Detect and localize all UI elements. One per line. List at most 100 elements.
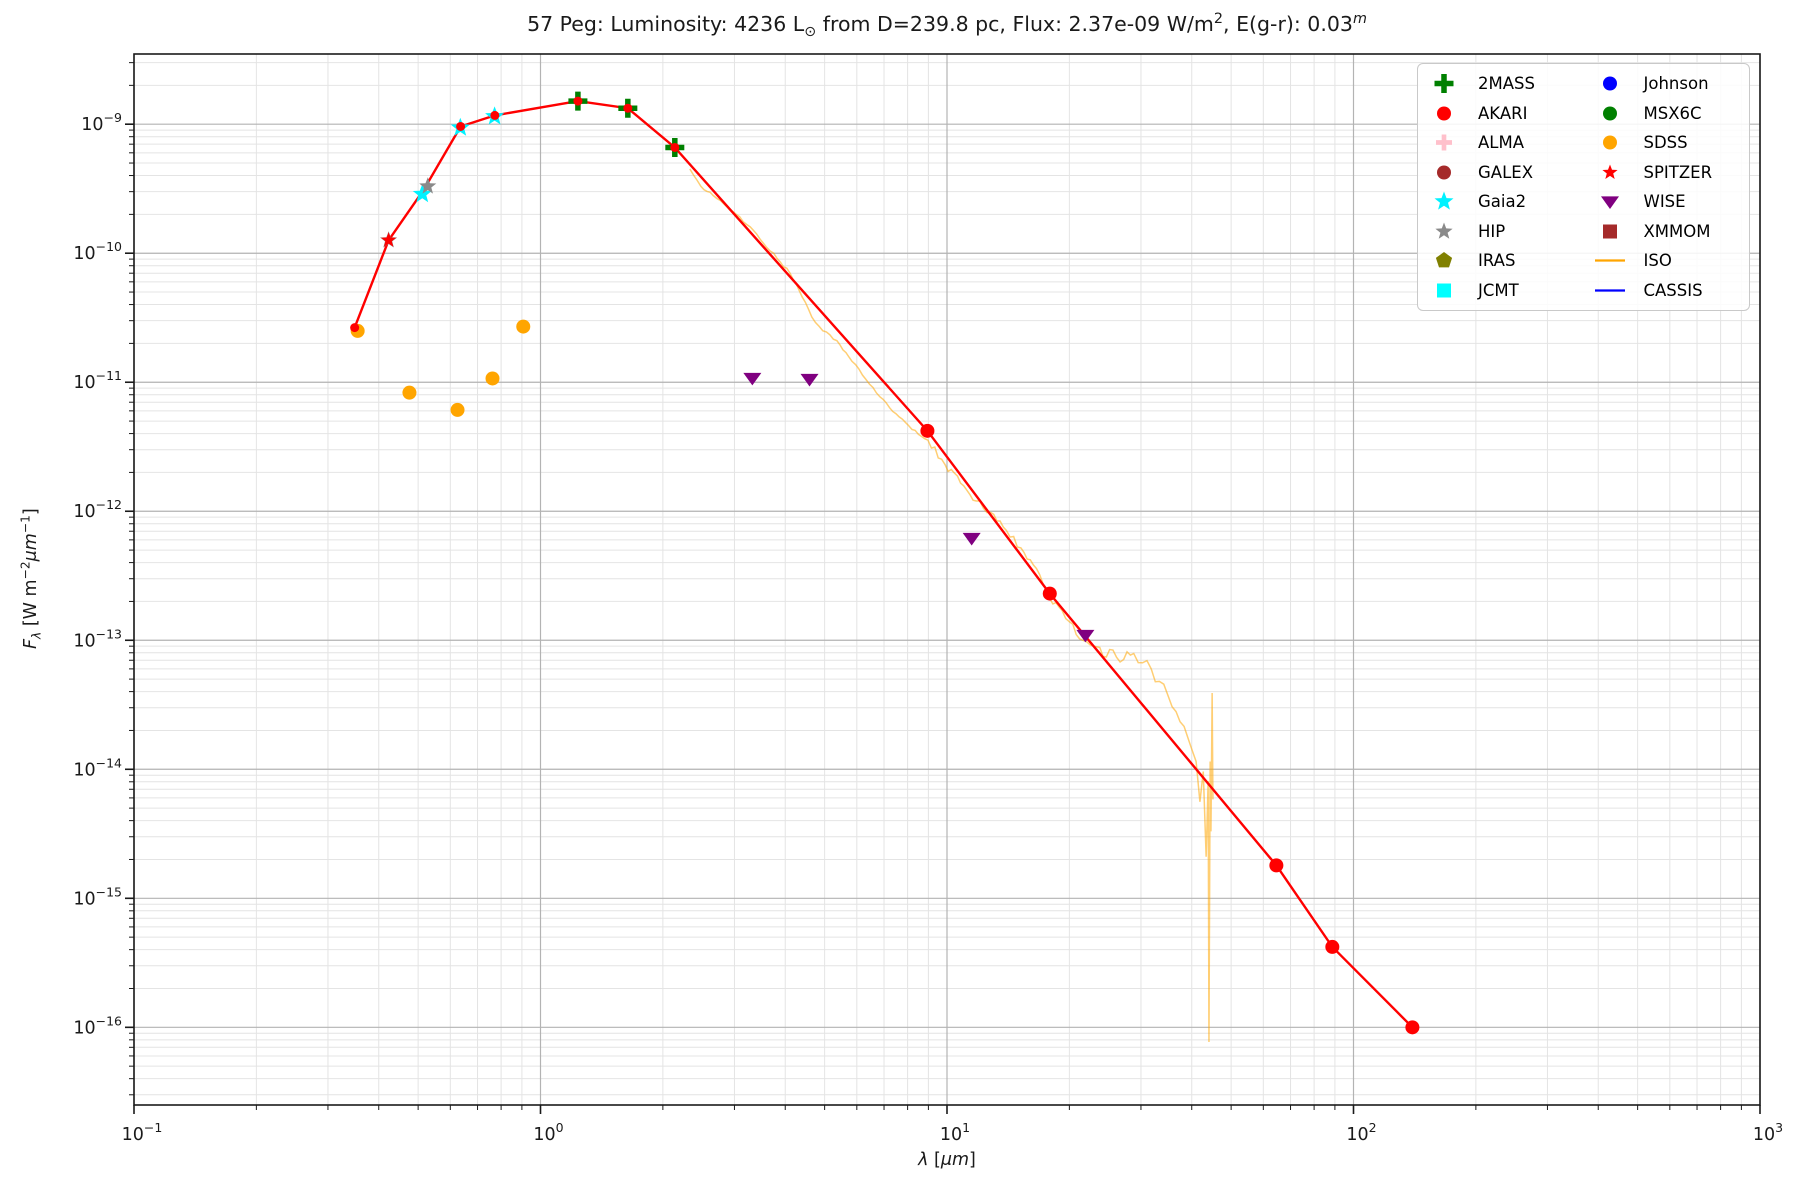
legend-label: Johnson [1643, 74, 1709, 94]
axes [125, 53, 1761, 1114]
legend-glyph-sdss [1602, 135, 1617, 150]
marker-gaia2-0 [412, 184, 432, 203]
legend-marker-galex [1437, 165, 1451, 180]
legend-label: XMMOM [1643, 221, 1711, 241]
y-tick-label: 10−14 [73, 755, 122, 780]
legend-item-iso: ISO [1584, 246, 1750, 276]
marker-model-1 [456, 121, 466, 131]
text-segment: [W m [21, 579, 42, 632]
legend-label: GALEX [1478, 162, 1533, 182]
legend-marker-spitzer [1601, 164, 1618, 179]
marker-model-3 [573, 96, 583, 106]
legend-glyph-2mass [1434, 74, 1454, 94]
legend-item-akari: AKARI [1418, 99, 1584, 129]
legend-label: CASSIS [1643, 280, 1703, 300]
marker-sdss-4 [516, 319, 531, 334]
legend-glyph-iras [1435, 252, 1453, 268]
marker-akari-2 [1269, 858, 1284, 873]
marker-model-4 [623, 103, 633, 113]
legend-label: IRAS [1478, 251, 1516, 271]
legend-marker-jcmt [1437, 283, 1451, 298]
text-segment: F [21, 638, 42, 650]
legend-label: SPITZER [1643, 162, 1713, 182]
marker-akari-4 [1405, 1020, 1420, 1035]
legend-label: ISO [1643, 251, 1672, 271]
marker-wise-3 [1076, 629, 1095, 643]
legend-item-sdss: SDSS [1584, 128, 1750, 158]
legend-item-xmmom: XMMOM [1584, 217, 1750, 247]
legend-label: MSX6C [1643, 103, 1702, 123]
legend-glyph-akari [1437, 106, 1451, 121]
x-tick-label: 10−1 [122, 1120, 163, 1145]
marker-sdss-1 [402, 385, 417, 400]
marker-akari-3 [1325, 939, 1340, 954]
legend-marker-iras [1435, 252, 1453, 268]
legend-glyph-msx6c [1602, 106, 1617, 121]
legend-item-cassis: CASSIS [1584, 276, 1750, 306]
legend-marker-2mass [1434, 74, 1454, 94]
legend-glyph-gaia2 [1434, 191, 1454, 210]
y-tick-label: 10−12 [73, 497, 122, 522]
legend-glyph-wise [1600, 196, 1619, 210]
text-segment: −2 [18, 561, 33, 580]
text-segment: , E(g-r): 0.03 [1223, 11, 1353, 36]
legend-marker-johnson [1602, 76, 1617, 91]
text-segment: 57 Peg: Luminosity: 4236 L [527, 11, 805, 36]
legend-glyph-johnson [1602, 76, 1617, 91]
legend-marker-cassis [1594, 289, 1625, 292]
legend-item-johnson: Johnson [1584, 69, 1750, 99]
legend-glyph-jcmt [1437, 283, 1451, 298]
marker-spitzer-0 [381, 232, 397, 247]
y-tick-label: 10−9 [81, 110, 122, 135]
legend-marker-alma [1436, 134, 1452, 151]
data-series [350, 91, 1420, 1042]
text-segment: λ [918, 1150, 929, 1170]
legend-item-2mass: 2MASS [1418, 69, 1584, 99]
legend: 2MASS AKARI ALMA GALEX Gaia2 HIP IRAS JCMT Johns… [1417, 63, 1750, 311]
x-tick-label: 102 [1346, 1120, 1376, 1145]
x-axis-label: λ [μm] [134, 1150, 1760, 1170]
legend-label: 2MASS [1478, 74, 1535, 94]
text-segment: ] [21, 508, 42, 516]
text-segment: m [1352, 11, 1367, 27]
text-segment: from D=239.8 pc, Flux: 2.37e-09 W/m [816, 11, 1214, 36]
marker-model-2 [490, 110, 500, 120]
legend-marker-hip [1435, 222, 1453, 239]
text-segment: [ [928, 1150, 941, 1170]
legend-label: SDSS [1643, 133, 1688, 153]
tick-labels: 10−1 100 101 102 103 10−9 10−10 10−11 10−12 10−13… [73, 110, 1783, 1145]
marker-model-0 [350, 323, 360, 333]
marker-sdss-2 [450, 402, 465, 417]
legend-marker-sdss [1602, 135, 1617, 150]
text-segment: ] [969, 1150, 976, 1170]
y-tick-label: 10−16 [73, 1013, 122, 1038]
x-tick-label: 103 [1753, 1120, 1783, 1145]
legend-item-alma: ALMA [1418, 128, 1584, 158]
marker-akari-0 [920, 423, 935, 438]
chart-title: 57 Peg: Luminosity: 4236 L⊙ from D=239.8… [134, 11, 1760, 40]
legend-item-gaia2: Gaia2 [1418, 187, 1584, 217]
text-segment: 2 [1213, 11, 1224, 27]
grid-major [133, 54, 1761, 1105]
x-tick-label: 101 [940, 1120, 970, 1145]
legend-marker-iso [1594, 259, 1625, 262]
text-segment: μm [21, 533, 42, 562]
legend-item-hip: HIP [1418, 217, 1584, 247]
legend-label: ALMA [1478, 133, 1525, 153]
y-axis-label: Fλ [W m−2μm−1] [18, 329, 43, 829]
legend-column: 2MASS AKARI ALMA GALEX Gaia2 HIP IRAS JCMT [1418, 69, 1584, 305]
legend-glyph-spitzer [1601, 164, 1618, 179]
legend-marker-xmmom [1602, 224, 1617, 239]
marker-wise-2 [962, 532, 981, 546]
legend-label: JCMT [1478, 280, 1519, 300]
legend-item-msx6c: MSX6C [1584, 99, 1750, 129]
legend-marker-wise [1600, 196, 1619, 210]
y-tick-label: 10−13 [73, 626, 122, 651]
legend-label: AKARI [1478, 103, 1528, 123]
legend-label: Gaia2 [1478, 192, 1527, 212]
marker-sdss-3 [485, 371, 500, 386]
legend-item-spitzer: SPITZER [1584, 158, 1750, 188]
legend-glyph-hip [1435, 222, 1453, 239]
